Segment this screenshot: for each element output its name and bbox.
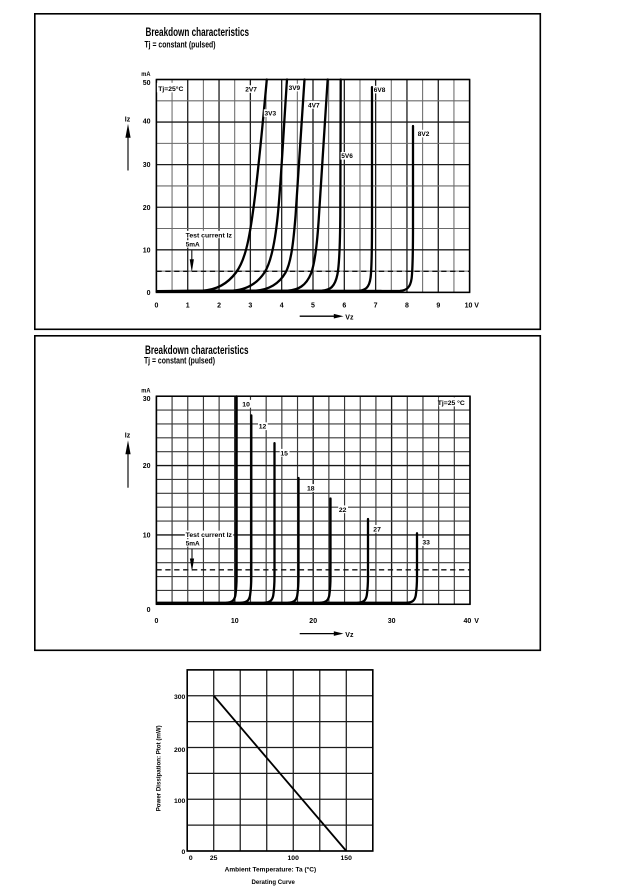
svg-text:5V6: 5V6	[341, 153, 353, 160]
svg-text:mA: mA	[141, 71, 150, 78]
svg-text:12: 12	[259, 424, 267, 431]
svg-text:Breakdown characteristics: Breakdown characteristics	[145, 343, 249, 357]
svg-text:8V2: 8V2	[418, 131, 430, 138]
svg-text:27: 27	[373, 526, 381, 533]
svg-text:1: 1	[186, 302, 190, 309]
svg-text:40: 40	[143, 119, 151, 126]
svg-text:Tj = constant (pulsed): Tj = constant (pulsed)	[144, 355, 215, 365]
svg-text:2V7: 2V7	[245, 87, 257, 94]
svg-text:5mA: 5mA	[186, 540, 200, 547]
svg-text:9: 9	[436, 302, 440, 309]
svg-text:Vz: Vz	[345, 632, 354, 639]
svg-text:20: 20	[309, 618, 317, 625]
svg-text:40: 40	[464, 618, 472, 625]
svg-text:4: 4	[280, 302, 284, 309]
svg-text:30: 30	[388, 618, 396, 625]
svg-text:2: 2	[217, 302, 221, 309]
svg-text:0: 0	[154, 618, 158, 625]
svg-text:200: 200	[174, 747, 186, 754]
svg-text:0: 0	[189, 855, 193, 862]
svg-text:22: 22	[339, 507, 347, 514]
svg-text:Tj=25°C: Tj=25°C	[158, 85, 183, 93]
svg-text:Iz: Iz	[125, 433, 131, 440]
svg-text:30: 30	[143, 396, 151, 403]
svg-text:150: 150	[341, 855, 353, 862]
svg-text:3V9: 3V9	[289, 85, 301, 92]
svg-text:0: 0	[182, 849, 186, 856]
svg-text:300: 300	[174, 694, 186, 701]
svg-text:100: 100	[174, 798, 186, 805]
svg-text:Derating Curve: Derating Curve	[251, 879, 295, 886]
svg-text:Iz: Iz	[125, 116, 131, 123]
svg-text:0: 0	[147, 607, 151, 614]
svg-text:18: 18	[307, 486, 315, 493]
svg-text:Vz: Vz	[345, 314, 354, 321]
svg-text:V: V	[474, 302, 479, 309]
svg-text:4V7: 4V7	[308, 102, 320, 109]
svg-text:10: 10	[465, 302, 473, 309]
svg-text:33: 33	[422, 540, 430, 547]
svg-text:5mA: 5mA	[186, 242, 200, 249]
svg-text:7: 7	[374, 302, 378, 309]
svg-text:6V8: 6V8	[374, 87, 386, 94]
svg-text:0: 0	[147, 290, 151, 297]
svg-text:50: 50	[143, 80, 151, 87]
svg-text:V: V	[474, 618, 479, 625]
svg-text:10: 10	[143, 533, 151, 540]
svg-text:Ambient Temperature: Ta (°C): Ambient Temperature: Ta (°C)	[225, 865, 317, 873]
svg-text:Test current Iz: Test current Iz	[186, 232, 233, 239]
svg-text:Power Dissipation: Ptot (mW): Power Dissipation: Ptot (mW)	[155, 725, 162, 811]
svg-text:10: 10	[242, 401, 250, 408]
svg-text:3V3: 3V3	[265, 111, 277, 118]
svg-text:25: 25	[210, 855, 218, 862]
svg-text:20: 20	[143, 463, 151, 470]
svg-text:Test current Iz: Test current Iz	[186, 532, 233, 539]
svg-text:0: 0	[154, 302, 158, 309]
svg-text:Breakdown characteristics: Breakdown characteristics	[146, 25, 250, 39]
svg-text:10: 10	[231, 618, 239, 625]
svg-text:6: 6	[342, 302, 346, 309]
svg-text:15: 15	[280, 450, 288, 457]
svg-text:mA: mA	[141, 387, 150, 394]
svg-text:Tj=25 °C: Tj=25 °C	[438, 399, 465, 407]
svg-text:10: 10	[143, 248, 151, 255]
svg-text:8: 8	[405, 302, 409, 309]
svg-text:5: 5	[311, 302, 315, 309]
svg-text:30: 30	[143, 162, 151, 169]
svg-text:Tj = constant (pulsed): Tj = constant (pulsed)	[145, 39, 216, 49]
svg-text:3: 3	[248, 302, 252, 309]
svg-text:100: 100	[288, 855, 300, 862]
svg-text:20: 20	[143, 205, 151, 212]
